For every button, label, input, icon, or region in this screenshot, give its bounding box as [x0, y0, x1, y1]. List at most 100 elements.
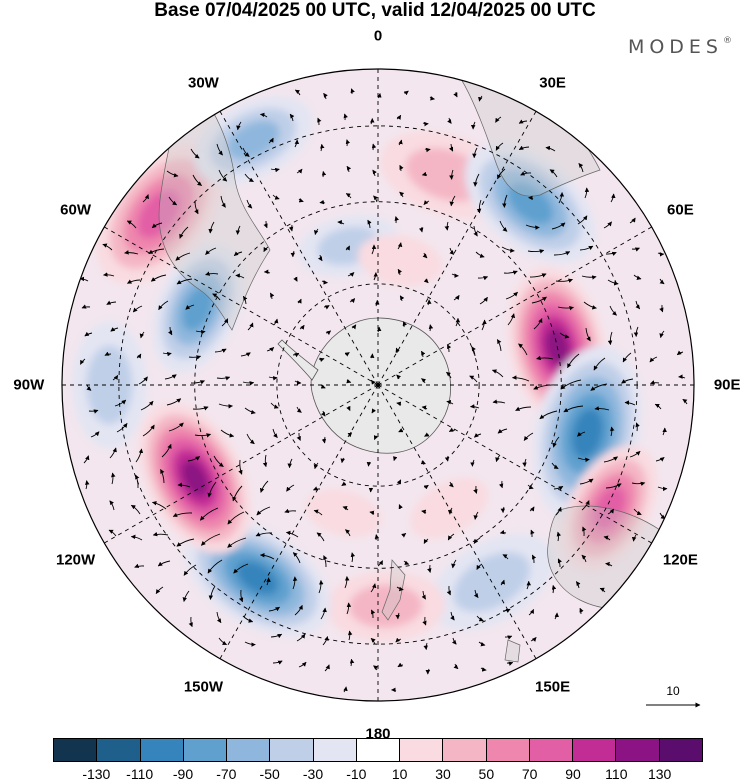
wind-vector [396, 401, 402, 407]
wind-vector [220, 429, 235, 438]
wind-vector [294, 89, 301, 96]
wind-vector [188, 616, 193, 628]
wind-vector [130, 504, 141, 515]
anomaly-center [193, 95, 313, 185]
wind-vector [347, 630, 353, 641]
wind-vector [347, 272, 355, 277]
wind-vector [246, 199, 253, 209]
wind-vector [423, 200, 430, 205]
wind-vector [342, 505, 349, 511]
wind-vector [270, 167, 280, 173]
wind-vector [375, 299, 380, 307]
wind-vector [555, 506, 562, 516]
wind-vector [168, 196, 178, 206]
wind-vector [208, 221, 215, 234]
wind-vector [556, 531, 562, 542]
wind-vector [90, 431, 100, 438]
wind-vector [478, 95, 483, 102]
wind-vector [244, 173, 254, 182]
wind-vector [148, 248, 165, 255]
wind-vector [650, 380, 660, 385]
wind-vector [480, 667, 487, 672]
wind-vector [422, 252, 428, 259]
wind-vector [216, 143, 223, 156]
wind-vector [654, 403, 662, 410]
wind-vector [216, 376, 231, 381]
wind-vector [470, 459, 475, 467]
wind-vector [455, 317, 461, 327]
wind-vector [273, 318, 279, 326]
wind-vector [531, 554, 537, 564]
wind-vector [286, 484, 295, 492]
wind-vector [526, 580, 532, 590]
wind-vector [402, 321, 407, 328]
wind-vector [168, 422, 184, 432]
wind-vector [289, 113, 295, 122]
wind-vector [491, 369, 504, 378]
wind-vector [505, 291, 518, 300]
wind-vector [259, 552, 275, 560]
wind-vector [292, 576, 298, 590]
wind-vector [318, 579, 324, 594]
wind-vector [102, 243, 113, 251]
wind-vector [635, 422, 640, 432]
longitude-label: 30E [539, 74, 566, 92]
colorbar-tick-label: 90 [565, 766, 581, 782]
wind-vector [533, 384, 556, 390]
wind-vector [581, 500, 590, 511]
wind-vector [530, 529, 535, 538]
colorbar-swatch [97, 739, 141, 761]
wind-vector [111, 472, 116, 485]
wind-vector [369, 353, 375, 359]
wind-vector [138, 376, 148, 385]
wind-vector [676, 350, 684, 356]
wind-vector [176, 278, 193, 285]
wind-vector [284, 508, 297, 514]
wind-vector [579, 478, 594, 485]
wind-vector [320, 410, 326, 417]
wind-vector [469, 375, 478, 383]
wind-vector [244, 407, 256, 415]
wind-vector [166, 398, 182, 406]
wind-vector [287, 458, 293, 469]
wind-vector [500, 506, 506, 514]
wind-vector [183, 564, 197, 576]
colorbar-tick-label: -130 [82, 766, 111, 782]
wind-vector [323, 92, 328, 100]
anomaly-center [326, 571, 446, 642]
wind-vector [449, 247, 455, 255]
colorbar-tick-label: 30 [435, 766, 451, 782]
wind-vector [421, 405, 428, 410]
wind-vector [192, 406, 209, 411]
wind-vector [594, 406, 610, 411]
map-boundary [61, 68, 695, 702]
wind-vector [603, 456, 618, 463]
wind-vector [447, 533, 455, 541]
wind-vector [221, 318, 229, 327]
wind-vector [207, 559, 223, 574]
wind-vector [176, 538, 195, 547]
wind-vector [150, 274, 167, 282]
wind-vector [343, 686, 348, 693]
wind-vector [233, 563, 249, 574]
longitude-label: 30W [187, 74, 219, 92]
wind-vector [449, 169, 454, 180]
wind-vector [351, 324, 357, 330]
longitude-label: 90W [13, 376, 45, 394]
wind-vector [581, 275, 597, 280]
wind-vector [398, 504, 403, 510]
wind-vector [220, 195, 226, 208]
wind-vector [166, 170, 179, 178]
wind-vector [371, 408, 376, 414]
wind-vector [255, 532, 273, 537]
wind-vector [296, 432, 301, 441]
wind-vector [453, 663, 459, 670]
wind-vector [583, 301, 597, 310]
wind-vector [605, 483, 622, 489]
wind-vector [504, 635, 513, 640]
wind-vector [399, 164, 404, 172]
wind-vector [577, 431, 586, 437]
wind-vector [298, 198, 304, 203]
wind-vector [350, 88, 355, 95]
wind-vector [631, 247, 640, 252]
